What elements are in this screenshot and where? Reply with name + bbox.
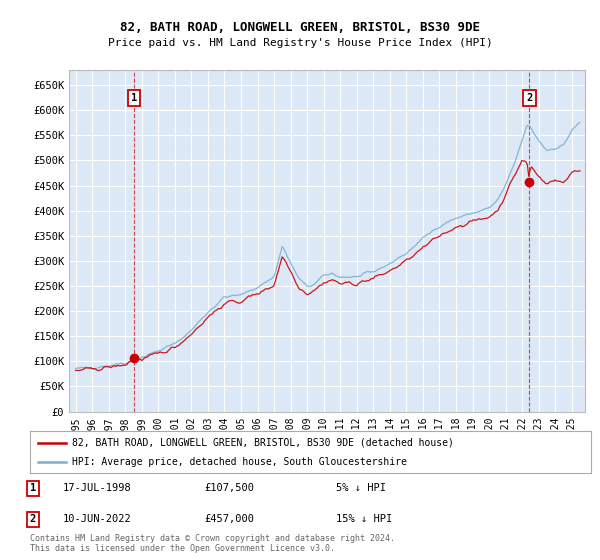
Text: Contains HM Land Registry data © Crown copyright and database right 2024.
This d: Contains HM Land Registry data © Crown c… — [30, 534, 395, 553]
Text: 17-JUL-1998: 17-JUL-1998 — [63, 483, 132, 493]
Text: HPI: Average price, detached house, South Gloucestershire: HPI: Average price, detached house, Sout… — [72, 457, 407, 467]
Text: £107,500: £107,500 — [204, 483, 254, 493]
Text: 1: 1 — [30, 483, 36, 493]
Text: 10-JUN-2022: 10-JUN-2022 — [63, 514, 132, 524]
Text: 5% ↓ HPI: 5% ↓ HPI — [336, 483, 386, 493]
Text: 2: 2 — [526, 92, 533, 102]
Text: 15% ↓ HPI: 15% ↓ HPI — [336, 514, 392, 524]
Text: Price paid vs. HM Land Registry's House Price Index (HPI): Price paid vs. HM Land Registry's House … — [107, 38, 493, 48]
Text: 1: 1 — [131, 92, 137, 102]
Text: £457,000: £457,000 — [204, 514, 254, 524]
Text: 2: 2 — [30, 514, 36, 524]
Text: 82, BATH ROAD, LONGWELL GREEN, BRISTOL, BS30 9DE (detached house): 82, BATH ROAD, LONGWELL GREEN, BRISTOL, … — [72, 437, 454, 447]
Text: 82, BATH ROAD, LONGWELL GREEN, BRISTOL, BS30 9DE: 82, BATH ROAD, LONGWELL GREEN, BRISTOL, … — [120, 21, 480, 34]
